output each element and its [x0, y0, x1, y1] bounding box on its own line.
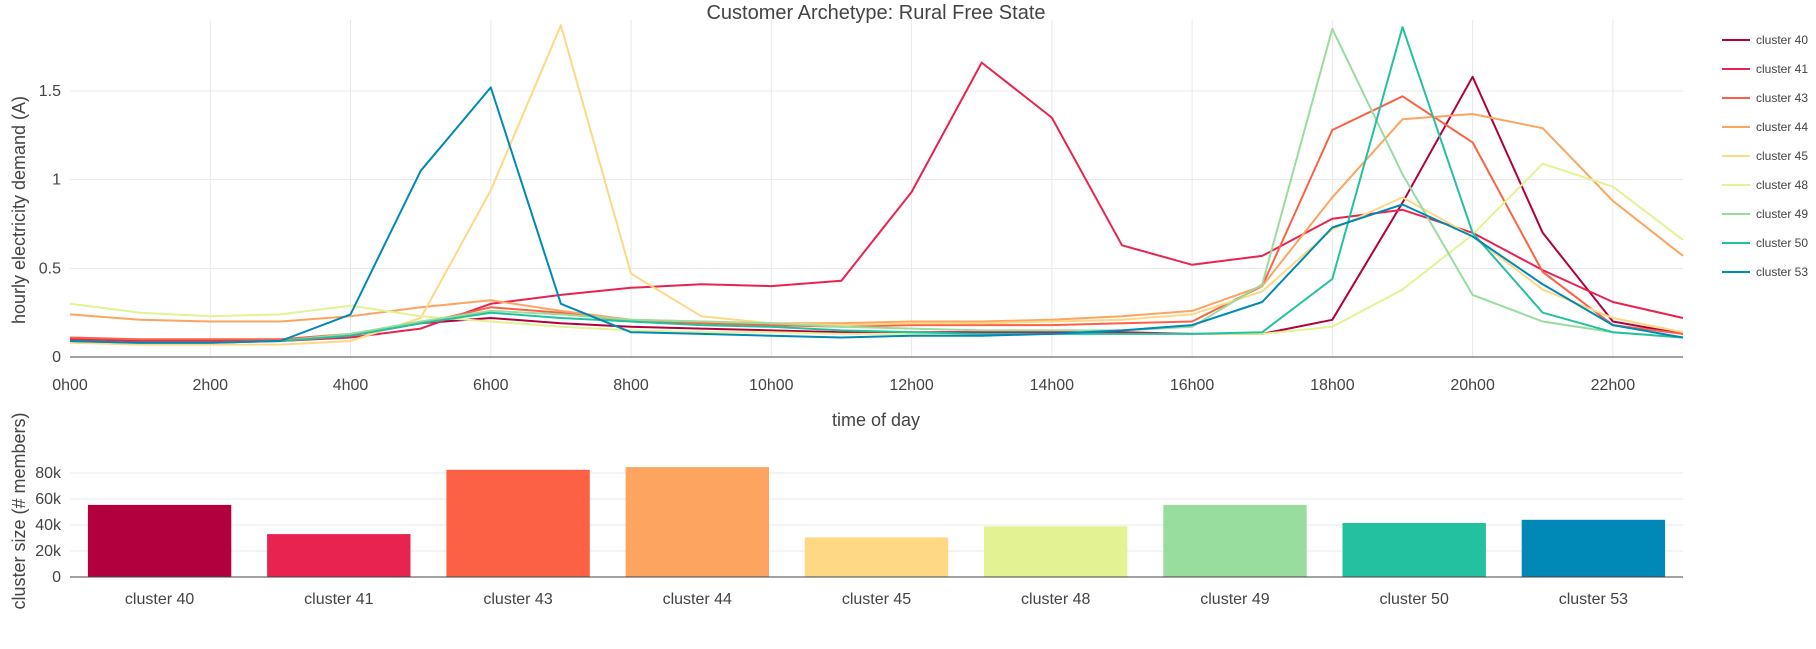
bar-cluster-41 [267, 534, 411, 577]
series-line-cluster-53 [69, 86, 1684, 344]
bar-x-tick-label: cluster 50 [1379, 591, 1448, 608]
legend-item-cluster-49[interactable]: cluster 49 [1722, 207, 1808, 221]
bar-x-tick-label: cluster 40 [125, 591, 194, 608]
legend-label: cluster 41 [1756, 62, 1808, 76]
line-x-tick-label: 12h00 [889, 377, 934, 394]
line-chart-y-axis-title: hourly electricity demand (A) [9, 96, 29, 324]
legend-label: cluster 49 [1756, 207, 1808, 221]
legend[interactable]: cluster 40 cluster 41 cluster 43 cluster 44… [1722, 33, 1808, 279]
line-x-tick-label: 0h00 [52, 377, 88, 394]
bar-cluster-50 [1342, 523, 1486, 577]
bar-cluster-53 [1521, 519, 1666, 577]
line-x-tick-label: 8h00 [613, 377, 649, 394]
legend-item-cluster-53[interactable]: cluster 53 [1722, 265, 1808, 279]
bar-cluster-44 [625, 467, 769, 577]
legend-label: cluster 44 [1756, 120, 1808, 134]
bar-cluster-45 [804, 537, 949, 577]
line-x-tick-label: 10h00 [749, 377, 794, 394]
line-x-tick-label: 2h00 [192, 377, 228, 394]
bar-chart-y-axis-title: cluster size (# members) [9, 412, 29, 609]
legend-label: cluster 43 [1756, 91, 1808, 105]
legend-label: cluster 53 [1756, 265, 1808, 279]
line-x-tick-label: 20h00 [1450, 377, 1495, 394]
bar-x-tick-label: cluster 41 [304, 591, 373, 608]
line-chart-axes: 0h00 2h00 4h00 6h00 8h00 10h00 12h00 14h00 16h00… [39, 83, 1683, 394]
bar-y-tick-label: 0 [52, 569, 61, 586]
line-chart-grid [70, 20, 1683, 357]
legend-item-cluster-41[interactable]: cluster 41 [1722, 62, 1808, 76]
legend-item-cluster-50[interactable]: cluster 50 [1722, 236, 1808, 250]
line-y-tick-label: 0.5 [39, 260, 61, 277]
series-line-cluster-41 [69, 61, 1684, 342]
bar-x-tick-label: cluster 49 [1200, 591, 1269, 608]
line-x-tick-label: 22h00 [1591, 377, 1636, 394]
line-x-tick-label: 16h00 [1170, 377, 1215, 394]
bar-y-tick-label: 60k [35, 491, 62, 508]
legend-label: cluster 48 [1756, 178, 1808, 192]
bar-cluster-49 [1163, 504, 1307, 577]
bar-cluster-48 [984, 526, 1128, 577]
line-y-tick-label: 1.5 [39, 83, 61, 100]
line-chart-series [69, 24, 1684, 346]
series-line-cluster-50 [69, 26, 1684, 344]
legend-item-cluster-44[interactable]: cluster 44 [1722, 120, 1808, 134]
line-x-tick-label: 18h00 [1310, 377, 1355, 394]
legend-label: cluster 40 [1756, 33, 1808, 47]
bar-x-tick-label: cluster 43 [483, 591, 552, 608]
line-y-tick-label: 1 [52, 172, 61, 189]
bar-y-tick-label: 40k [35, 517, 62, 534]
bar-chart-bars [87, 467, 1666, 578]
line-x-tick-label: 4h00 [333, 377, 369, 394]
legend-label: cluster 50 [1756, 236, 1808, 250]
bar-y-tick-label: 20k [35, 543, 62, 560]
series-line-cluster-48 [69, 162, 1684, 335]
legend-label: cluster 45 [1756, 149, 1808, 163]
series-line-cluster-45 [69, 24, 1684, 346]
legend-item-cluster-43[interactable]: cluster 43 [1722, 91, 1808, 105]
line-x-tick-label: 6h00 [473, 377, 509, 394]
line-chart-x-axis-title: time of day [832, 410, 920, 430]
bar-cluster-43 [446, 469, 590, 578]
legend-item-cluster-45[interactable]: cluster 45 [1722, 149, 1808, 163]
bar-x-tick-label: cluster 48 [1021, 591, 1090, 608]
bar-x-tick-label: cluster 45 [842, 591, 911, 608]
line-y-tick-label: 0 [52, 349, 61, 366]
line-x-tick-label: 14h00 [1030, 377, 1075, 394]
series-line-cluster-44 [69, 113, 1684, 325]
legend-item-cluster-40[interactable]: cluster 40 [1722, 33, 1808, 47]
series-line-cluster-49 [69, 27, 1684, 344]
legend-item-cluster-48[interactable]: cluster 48 [1722, 178, 1808, 192]
bar-x-tick-label: cluster 53 [1559, 591, 1628, 608]
chart-title: Customer Archetype: Rural Free State [706, 2, 1045, 24]
bar-x-tick-label: cluster 44 [663, 591, 732, 608]
bar-cluster-40 [87, 504, 232, 577]
bar-chart-axes: 0 20k 40k 60k 80k cluster 40 cluster 41 cluster… [35, 465, 1683, 608]
bar-y-tick-label: 80k [35, 465, 62, 482]
